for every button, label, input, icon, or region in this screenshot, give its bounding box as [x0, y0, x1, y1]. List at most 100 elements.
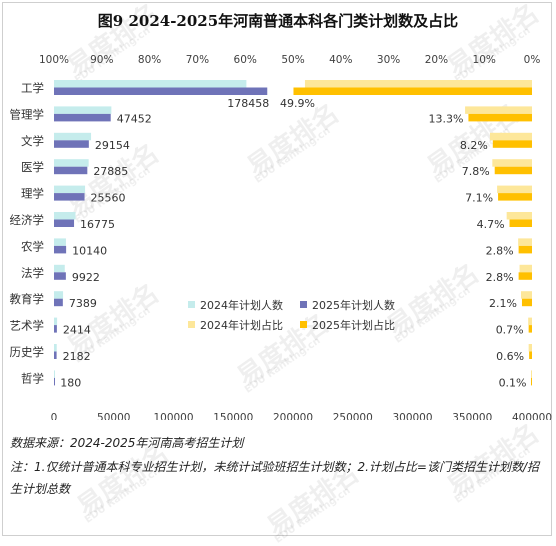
count-axis-tick-label: 100000: [153, 412, 193, 420]
count-data-label: 25560: [91, 192, 126, 205]
bar-chart: 100% 90% 80% 70% 60% 50% 40% 30% 20% 10% 0% 0 50000 1…: [10, 54, 553, 420]
share-data-label: 2.1%: [489, 297, 517, 310]
bar-count-2024: [54, 370, 55, 378]
bar-count-2025: [54, 245, 67, 254]
bar-share-2025: [509, 219, 532, 227]
count-axis-tick-label: 300000: [392, 412, 432, 420]
bar-share-2024: [519, 264, 532, 273]
bar-count-2025: [54, 140, 89, 148]
bar-count-2024: [54, 238, 66, 246]
bar-count-2025: [54, 87, 268, 95]
count-data-label: 9922: [72, 271, 100, 284]
category-label: 教育学: [10, 292, 45, 306]
bar-count-2024: [54, 344, 57, 352]
count-data-label: 47452: [117, 112, 152, 125]
bar-share-2024: [497, 185, 532, 194]
bar-share-2025: [529, 351, 532, 359]
bar-share-2025: [518, 245, 532, 254]
share-axis-tick-label: 50%: [281, 54, 304, 66]
bar-count-2025: [54, 325, 57, 333]
legend-label: 2025年计划占比: [312, 318, 395, 332]
bar-share-2025: [518, 272, 532, 280]
category-label: 管理学: [10, 107, 45, 121]
bar-count-2024: [54, 212, 76, 220]
chart-title: 图9 2024-2025年河南普通本科各门类计划数及占比: [97, 12, 459, 30]
bar-share-2024: [518, 238, 532, 246]
legend-label: 2024年计划人数: [200, 298, 283, 312]
bar-share-2024: [528, 317, 532, 326]
count-data-label: 10140: [72, 244, 107, 257]
bar-count-2025: [54, 113, 111, 122]
bar-count-2024: [54, 159, 89, 167]
count-axis-tick-label: 350000: [452, 412, 492, 420]
category-label: 理学: [21, 187, 44, 201]
count-axis-tick-label: 0: [51, 412, 58, 420]
category-label: 法学: [21, 266, 44, 280]
bar-share-2025: [521, 298, 532, 307]
count-data-label: 7389: [69, 297, 97, 310]
bar-count-2025: [54, 219, 75, 227]
category-label: 文学: [21, 134, 44, 148]
count-data-label: 178458: [227, 97, 269, 110]
bar-share-2025: [528, 325, 532, 333]
share-axis-tick-label: 100%: [39, 54, 69, 66]
bar-count-2024: [54, 185, 86, 194]
bar-count-2024: [54, 264, 65, 273]
footnote: 注：1.仅统计普通本科专业招生计划，未统计试验班招生计划数；2.计划占比=该门类…: [10, 460, 539, 496]
count-data-label: 29154: [95, 139, 130, 152]
bar-share-2024: [492, 159, 532, 167]
share-data-label: 2.8%: [486, 244, 514, 257]
legend-swatch: [188, 301, 195, 308]
bar-count-2024: [54, 132, 92, 141]
bar-share-2024: [528, 344, 532, 352]
bar-share-2024: [489, 132, 532, 141]
bar-share-2024: [506, 212, 532, 220]
bar-count-2025: [54, 166, 88, 175]
share-data-label: 13.3%: [428, 112, 463, 125]
legend-swatch: [188, 321, 195, 328]
bar-count-2024: [54, 106, 112, 114]
bar-share-2024: [304, 80, 532, 88]
bar-share-2025: [492, 140, 532, 148]
category-label: 哲学: [21, 371, 44, 385]
category-label: 工学: [21, 81, 44, 95]
share-axis-tick-label: 70%: [186, 54, 209, 66]
bar-share-2025: [494, 166, 532, 175]
bar-count-2024: [54, 80, 247, 88]
count-data-label: 180: [60, 376, 81, 389]
count-data-label: 2414: [63, 324, 91, 337]
legend-label: 2024年计划占比: [200, 318, 283, 332]
category-label: 艺术学: [10, 319, 45, 333]
bar-count-2025: [54, 193, 85, 201]
share-axis-tick-label: 80%: [138, 54, 161, 66]
share-axis-tick-label: 0%: [524, 54, 541, 66]
share-data-label: 8.2%: [460, 139, 488, 152]
share-data-label: 2.8%: [486, 271, 514, 284]
bar-share-2024: [521, 291, 532, 299]
bar-share-2025: [468, 113, 532, 122]
count-axis-tick-label: 400000: [512, 412, 552, 420]
share-axis-tick-label: 20%: [425, 54, 448, 66]
bar-share-2025: [498, 193, 532, 201]
bar-count-2025: [54, 272, 66, 280]
share-axis-tick-label: 40%: [329, 54, 352, 66]
count-axis-tick-label: 250000: [333, 412, 373, 420]
count-axis-tick-label: 50000: [97, 412, 130, 420]
bar-count-2025: [54, 351, 57, 359]
count-data-label: 27885: [93, 165, 128, 178]
bar-count-2025: [54, 377, 55, 386]
bar-share-2025: [293, 87, 532, 95]
bar-count-2024: [54, 317, 58, 326]
legend-label: 2025年计划人数: [312, 298, 395, 312]
bar-share-2024: [531, 370, 532, 378]
share-axis-tick-label: 30%: [377, 54, 400, 66]
count-axis-tick-label: 200000: [273, 412, 313, 420]
bar-share-2024: [465, 106, 532, 114]
legend-swatch: [300, 301, 307, 308]
bar-share-2025: [531, 377, 532, 386]
category-label: 医学: [21, 160, 44, 174]
category-label: 历史学: [10, 345, 45, 359]
bar-count-2024: [54, 291, 64, 299]
share-axis-tick-label: 60%: [234, 54, 257, 66]
category-label: 农学: [21, 239, 44, 253]
